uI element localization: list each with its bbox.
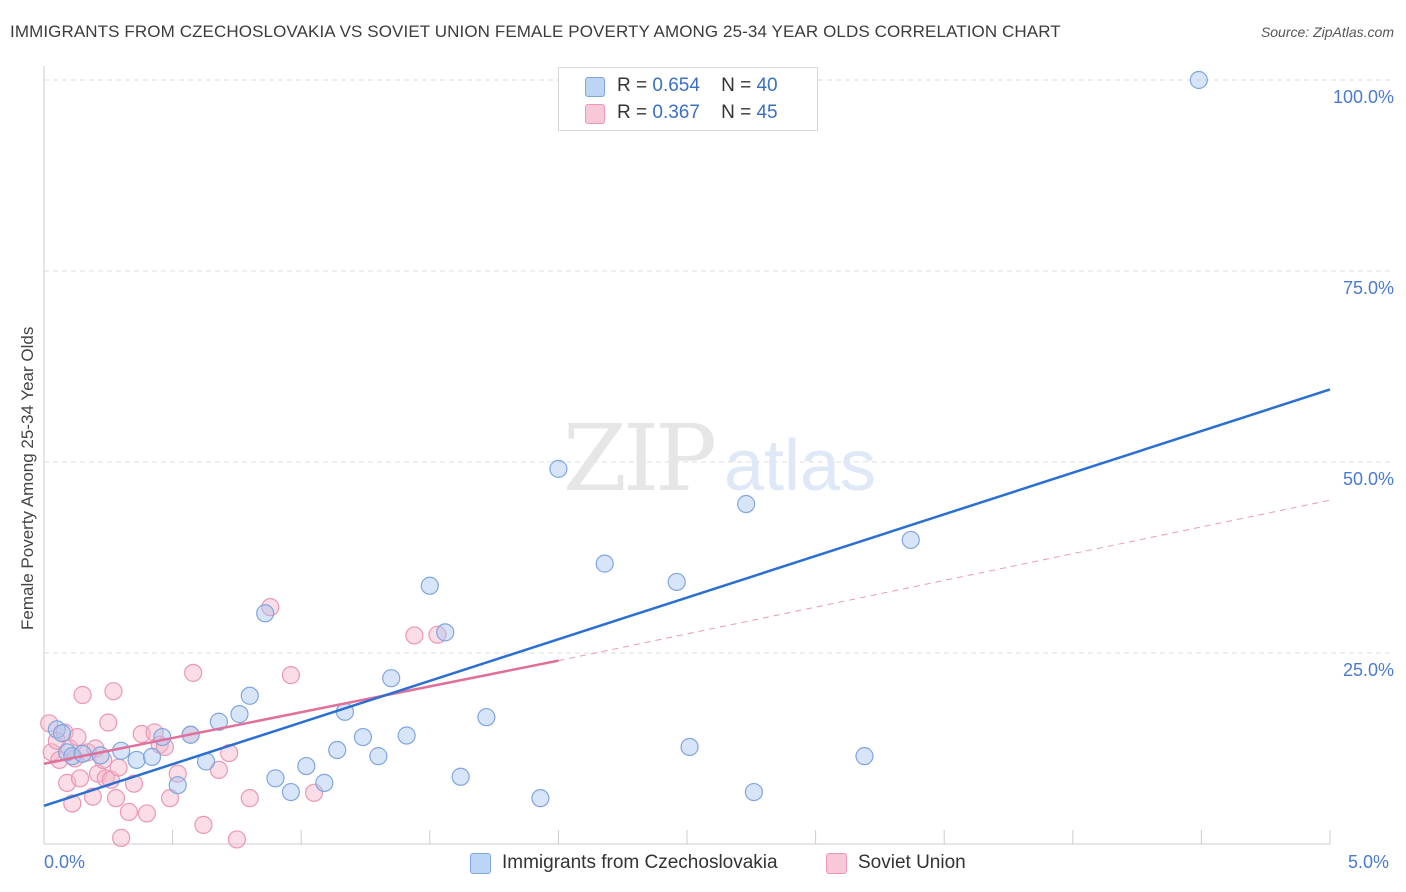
r-value: 0.654 (652, 75, 700, 96)
soviet-point (227, 830, 246, 849)
czech-point (328, 740, 347, 760)
soviet-swatch (585, 104, 605, 124)
czech-series (47, 70, 1208, 808)
trend-lines (43, 388, 1331, 807)
czech-point (153, 727, 172, 747)
czech-swatch (470, 853, 491, 874)
x-tick-label: 0.0% (44, 852, 86, 872)
czech-point (266, 769, 285, 788)
soviet-point (184, 663, 203, 682)
czech-swatch (585, 77, 605, 97)
y-axis-label: Female Poverty Among 25-34 Year Olds (18, 326, 37, 630)
czech-point (382, 669, 401, 688)
czech-point (451, 767, 470, 786)
czech-point (667, 572, 686, 592)
czech-point (142, 747, 162, 767)
n-value: 45 (756, 102, 778, 123)
czech-point (281, 782, 301, 802)
czech-point (209, 712, 228, 731)
czech-point (112, 741, 131, 760)
soviet-point (119, 802, 138, 822)
grid-lines (44, 79, 1392, 654)
czech-point (477, 708, 496, 727)
axes (43, 66, 1331, 845)
czech-point (1189, 70, 1208, 90)
soviet-point (104, 682, 123, 701)
soviet-point (42, 743, 61, 762)
soviet-point (405, 626, 424, 645)
czech-point (315, 773, 334, 792)
czech-point (52, 724, 72, 743)
czech-point (91, 746, 110, 765)
czech-point (595, 554, 614, 573)
x-tick-label: 5.0% (1348, 852, 1390, 872)
soviet-point (124, 774, 144, 793)
czech-point (549, 459, 568, 478)
soviet-point (99, 713, 118, 732)
czech-point (230, 705, 249, 724)
y-tick-label: 25.0% (1342, 660, 1394, 680)
czech-point (901, 530, 920, 550)
czech-point (420, 576, 439, 595)
source-label: Source: ZipAtlas.com (1260, 24, 1394, 40)
czech-point (369, 747, 388, 766)
r-label: R = (617, 102, 648, 123)
y-tick-label: 100.0% (1332, 87, 1394, 107)
czech-point (436, 623, 455, 642)
n-label: N = (721, 102, 752, 123)
soviet-point (109, 758, 128, 777)
y-tick-label: 50.0% (1342, 469, 1394, 489)
n-value: 40 (756, 75, 778, 96)
czech-point (737, 494, 756, 514)
soviet-point (68, 727, 87, 747)
legend-label: Soviet Union (858, 852, 966, 873)
soviet-point (281, 666, 301, 685)
czech-point (168, 776, 187, 795)
czech-point (397, 726, 416, 745)
soviet-point (240, 789, 259, 808)
soviet-point (70, 769, 90, 788)
r-value: 0.367 (652, 102, 700, 123)
czech-point (680, 737, 699, 757)
soviet-point (194, 815, 213, 835)
y-tick-label: 75.0% (1342, 278, 1394, 298)
r-label: R = (617, 75, 648, 96)
czech-point (744, 782, 763, 802)
watermark-zip: ZIP (563, 405, 714, 512)
czech-point (256, 604, 275, 623)
stats-legend: R = 0.654 N = 40 R = 0.367 N = 45 (558, 67, 818, 131)
legend-label: Immigrants from Czechoslovakia (502, 852, 778, 873)
soviet-point (112, 828, 131, 847)
soviet-trend-line (43, 659, 559, 766)
soviet-point (106, 789, 126, 808)
czech-point (127, 750, 146, 770)
soviet-swatch (826, 853, 847, 874)
chart-title: IMMIGRANTS FROM CZECHOSLOVAKIA VS SOVIET… (10, 22, 1061, 41)
soviet-point (209, 760, 228, 779)
watermark-atlas: atlas (724, 426, 876, 506)
czech-point (353, 727, 373, 747)
czech-point (240, 686, 259, 705)
czech-trend-line (43, 388, 1331, 807)
soviet-point (137, 804, 156, 823)
soviet-point (73, 685, 92, 705)
czech-point (531, 789, 550, 808)
czech-point (855, 747, 874, 766)
czech-point (297, 756, 316, 776)
n-label: N = (721, 75, 752, 96)
